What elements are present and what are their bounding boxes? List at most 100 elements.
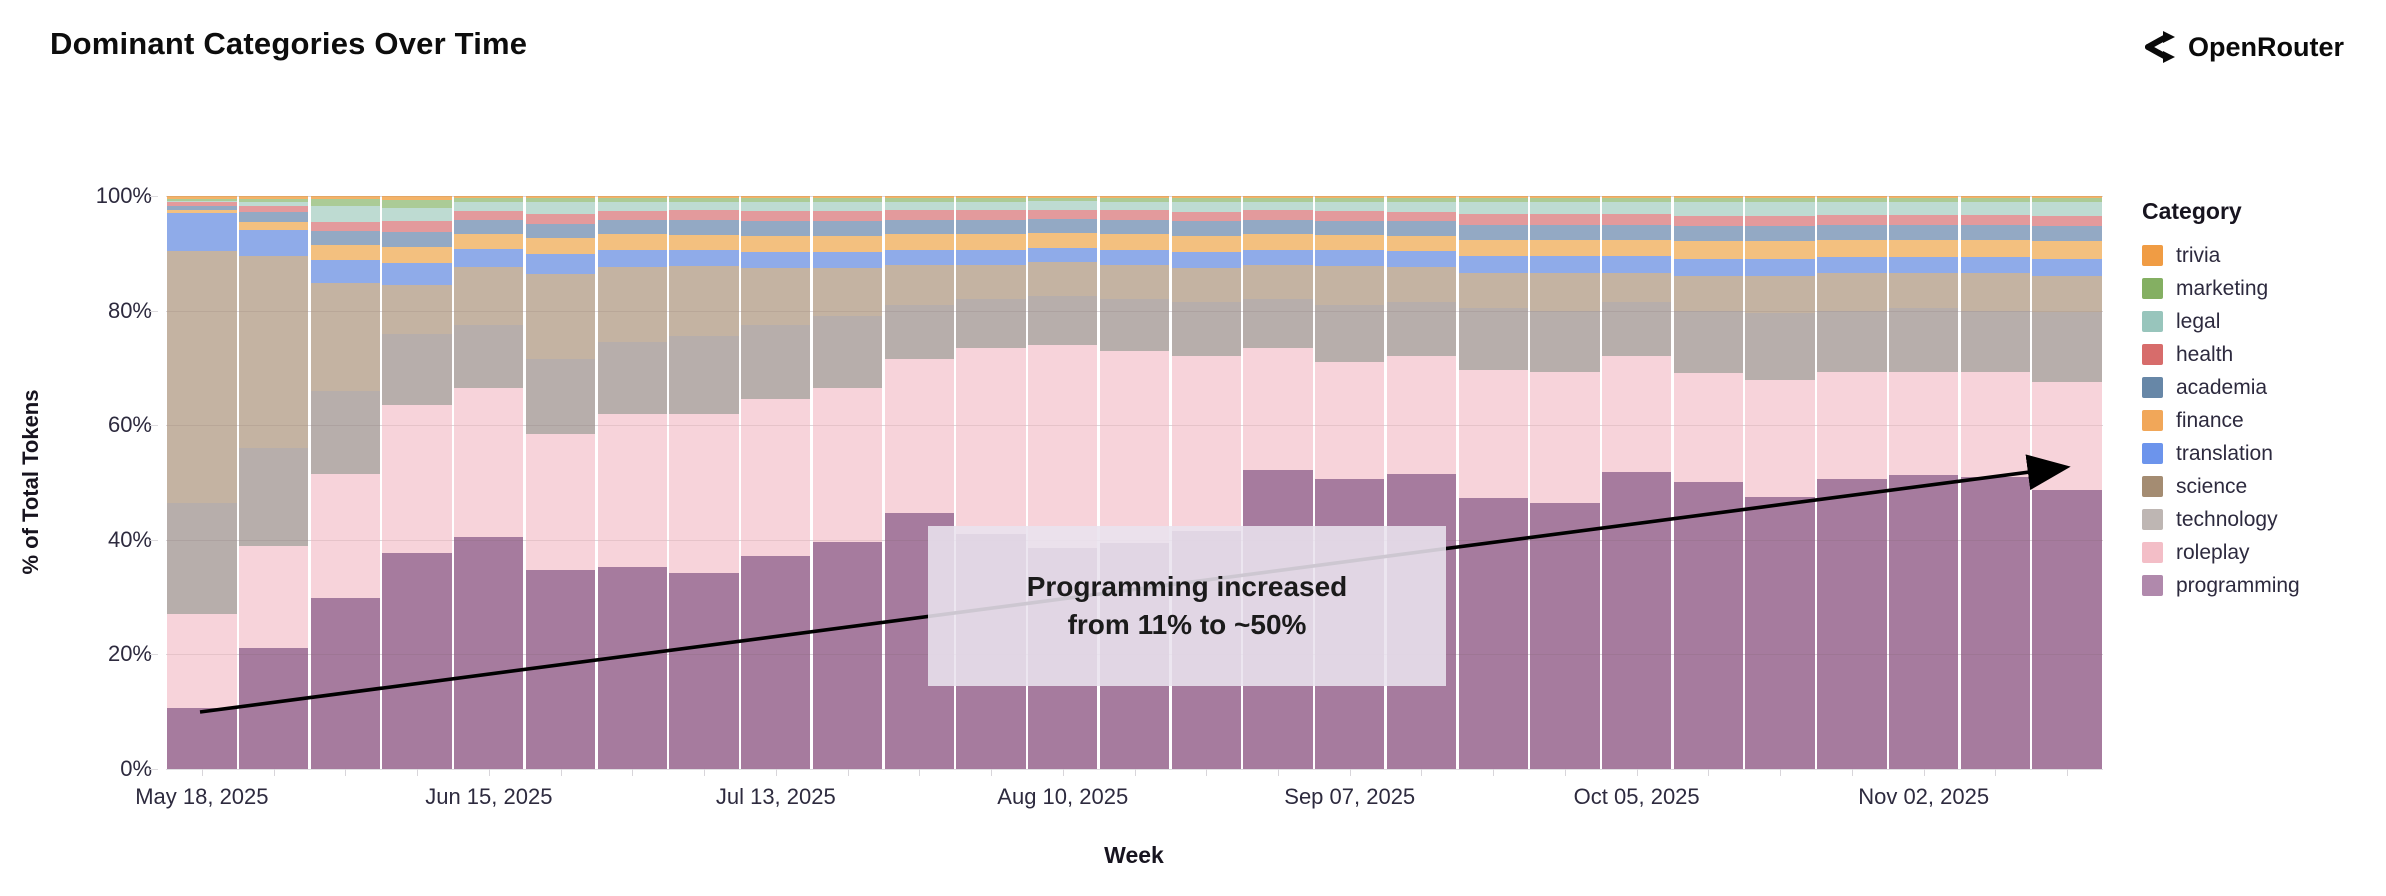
bar-segment-academia[interactable]	[1243, 220, 1313, 235]
bar-segment-finance[interactable]	[956, 234, 1026, 250]
bar-segment-science[interactable]	[1673, 276, 1744, 311]
bar-segment-translation[interactable]	[1099, 249, 1170, 265]
bar-segment-roleplay[interactable]	[884, 359, 954, 513]
bar-segment-finance[interactable]	[525, 237, 596, 255]
bar-segment-science[interactable]	[1960, 273, 2031, 311]
bar-segment-roleplay[interactable]	[310, 473, 380, 599]
bar-segment-health[interactable]	[741, 210, 811, 221]
bar-segment-marketing[interactable]	[454, 198, 524, 202]
bar-segment-finance[interactable]	[884, 234, 954, 250]
bar-segment-trivia[interactable]	[454, 196, 524, 199]
bar-segment-legal[interactable]	[1745, 202, 1815, 216]
bar-segment-health[interactable]	[382, 220, 452, 233]
bar-segment-finance[interactable]	[1099, 234, 1170, 250]
bar-segment-translation[interactable]	[1888, 256, 1959, 274]
bar-segment-finance[interactable]	[1673, 241, 1744, 259]
bar-segment-academia[interactable]	[1386, 221, 1457, 236]
bar-segment-science[interactable]	[812, 267, 883, 317]
bar-week-oct-12-2025[interactable]	[1673, 196, 1744, 769]
bar-segment-programming[interactable]	[812, 541, 883, 769]
bar-segment-marketing[interactable]	[1315, 197, 1385, 202]
bar-segment-science[interactable]	[310, 283, 380, 391]
bar-segment-marketing[interactable]	[1530, 197, 1600, 202]
bar-segment-academia[interactable]	[1888, 225, 1959, 241]
bar-segment-technology[interactable]	[310, 390, 380, 474]
bar-segment-marketing[interactable]	[1243, 197, 1313, 202]
bar-segment-academia[interactable]	[669, 219, 739, 236]
bar-week-jul-13-2025[interactable]	[741, 196, 811, 769]
bar-segment-marketing[interactable]	[741, 197, 811, 202]
bar-segment-science[interactable]	[1458, 273, 1528, 308]
bar-segment-legal[interactable]	[1099, 201, 1170, 211]
bar-segment-science[interactable]	[741, 268, 811, 325]
bar-segment-legal[interactable]	[454, 201, 524, 211]
bar-segment-academia[interactable]	[1602, 224, 1672, 240]
bar-segment-translation[interactable]	[167, 213, 237, 252]
bar-segment-legal[interactable]	[597, 201, 667, 211]
bar-segment-roleplay[interactable]	[597, 413, 667, 568]
bar-segment-health[interactable]	[1386, 211, 1457, 222]
bar-segment-roleplay[interactable]	[525, 433, 596, 570]
bar-segment-translation[interactable]	[812, 251, 883, 268]
bar-segment-health[interactable]	[812, 210, 883, 221]
bar-segment-translation[interactable]	[454, 248, 524, 268]
bar-segment-finance[interactable]	[1817, 240, 1887, 257]
bar-segment-health[interactable]	[1960, 214, 2031, 226]
bar-segment-technology[interactable]	[1458, 307, 1528, 371]
bar-segment-health[interactable]	[1673, 215, 1744, 226]
bar-segment-finance[interactable]	[167, 209, 237, 214]
bar-segment-science[interactable]	[238, 256, 309, 449]
bar-segment-trivia[interactable]	[525, 196, 596, 199]
bar-segment-academia[interactable]	[382, 232, 452, 248]
bar-segment-science[interactable]	[1602, 272, 1672, 303]
bar-segment-trivia[interactable]	[1673, 196, 1744, 198]
bar-segment-translation[interactable]	[1458, 256, 1528, 274]
bar-segment-roleplay[interactable]	[1243, 347, 1313, 470]
bar-segment-marketing[interactable]	[1745, 197, 1815, 203]
bar-segment-roleplay[interactable]	[1458, 370, 1528, 498]
bar-segment-health[interactable]	[1099, 210, 1170, 221]
bar-segment-finance[interactable]	[454, 233, 524, 249]
bar-segment-technology[interactable]	[1673, 310, 1744, 374]
bar-segment-translation[interactable]	[1171, 252, 1241, 268]
bar-segment-legal[interactable]	[884, 201, 954, 211]
bar-segment-science[interactable]	[1315, 265, 1385, 305]
bar-segment-science[interactable]	[1099, 264, 1170, 300]
bar-segment-academia[interactable]	[1099, 220, 1170, 235]
bar-segment-technology[interactable]	[1028, 296, 1098, 345]
bar-segment-health[interactable]	[1817, 214, 1887, 226]
bar-segment-programming[interactable]	[167, 708, 237, 769]
bar-segment-technology[interactable]	[1530, 310, 1600, 372]
bar-segment-marketing[interactable]	[1458, 197, 1528, 202]
bar-segment-roleplay[interactable]	[1315, 362, 1385, 480]
bar-segment-roleplay[interactable]	[1673, 373, 1744, 482]
bar-week-jul-20-2025[interactable]	[812, 196, 883, 769]
bar-segment-science[interactable]	[167, 251, 237, 503]
bar-segment-technology[interactable]	[812, 316, 883, 388]
bar-segment-science[interactable]	[1028, 261, 1098, 297]
bar-segment-health[interactable]	[310, 222, 380, 231]
bar-segment-legal[interactable]	[1315, 201, 1385, 211]
bar-segment-technology[interactable]	[956, 299, 1026, 348]
bar-segment-health[interactable]	[167, 202, 237, 206]
bar-segment-academia[interactable]	[525, 223, 596, 238]
bar-segment-health[interactable]	[454, 210, 524, 221]
bar-segment-roleplay[interactable]	[382, 405, 452, 553]
bar-segment-technology[interactable]	[1888, 307, 1959, 372]
bar-segment-health[interactable]	[1530, 214, 1600, 225]
bar-segment-marketing[interactable]	[1099, 197, 1170, 202]
bar-segment-marketing[interactable]	[884, 197, 954, 202]
bar-week-jun-29-2025[interactable]	[597, 196, 667, 769]
bar-segment-trivia[interactable]	[1243, 196, 1313, 198]
bar-segment-legal[interactable]	[1028, 201, 1098, 210]
bar-segment-translation[interactable]	[956, 249, 1026, 265]
bar-segment-legal[interactable]	[1602, 201, 1672, 215]
bar-segment-technology[interactable]	[382, 333, 452, 406]
bar-segment-roleplay[interactable]	[1888, 371, 1959, 476]
bar-segment-science[interactable]	[2032, 276, 2102, 312]
bar-segment-marketing[interactable]	[1028, 197, 1098, 202]
bar-segment-trivia[interactable]	[1315, 196, 1385, 198]
bar-segment-translation[interactable]	[1028, 247, 1098, 262]
bar-segment-science[interactable]	[382, 284, 452, 334]
bar-week-nov-09-2025[interactable]	[1960, 196, 2031, 769]
